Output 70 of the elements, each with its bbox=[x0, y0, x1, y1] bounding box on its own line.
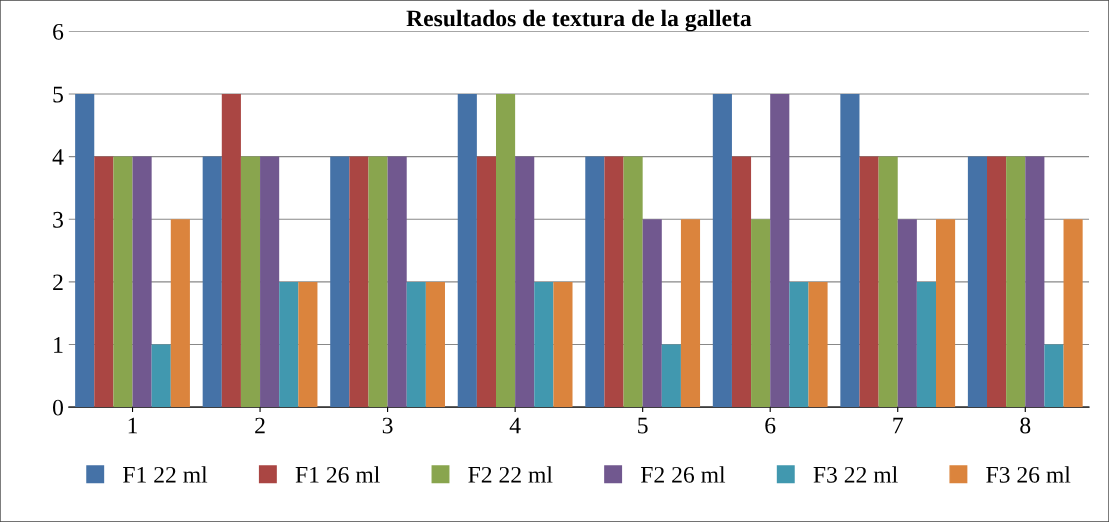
bar bbox=[623, 156, 643, 408]
bar bbox=[585, 156, 605, 408]
y-tick-label: 6 bbox=[53, 23, 64, 40]
bar bbox=[221, 93, 241, 408]
x-tick-label: 5 bbox=[638, 417, 648, 434]
y-tick-label: 5 bbox=[53, 86, 63, 103]
bar bbox=[642, 219, 662, 408]
bar bbox=[897, 219, 917, 408]
bar bbox=[1063, 219, 1083, 408]
bar bbox=[202, 156, 222, 408]
chart-title: Resultados de textura de la galleta bbox=[406, 9, 752, 32]
bar bbox=[515, 156, 535, 408]
x-tick-label: 1 bbox=[128, 417, 138, 434]
bar bbox=[457, 93, 477, 408]
y-tick-label: 3 bbox=[53, 211, 63, 228]
bar bbox=[936, 219, 956, 408]
bar bbox=[260, 156, 280, 408]
bar bbox=[604, 156, 624, 408]
bar bbox=[916, 281, 936, 408]
bar bbox=[987, 156, 1007, 408]
bar bbox=[406, 281, 426, 408]
bar bbox=[967, 156, 988, 408]
bar bbox=[534, 281, 554, 408]
bar bbox=[476, 156, 496, 408]
x-tick-label: 2 bbox=[255, 417, 265, 434]
bar bbox=[859, 156, 879, 408]
bar bbox=[840, 93, 860, 408]
legend-label: F2 22 ml bbox=[468, 466, 553, 483]
x-tick-label: 3 bbox=[382, 417, 393, 434]
x-tick-label: 8 bbox=[1020, 417, 1031, 434]
bar bbox=[1044, 344, 1064, 408]
legend-label: F1 22 ml bbox=[123, 466, 208, 483]
bar bbox=[330, 156, 350, 408]
bar bbox=[349, 156, 369, 408]
bar bbox=[240, 156, 261, 408]
bar bbox=[496, 93, 516, 408]
bar bbox=[75, 93, 95, 408]
bar bbox=[1006, 156, 1026, 408]
bar bbox=[1025, 156, 1045, 408]
y-tick-label: 0 bbox=[52, 399, 63, 416]
x-tick-label: 7 bbox=[893, 417, 903, 434]
bar bbox=[751, 219, 771, 408]
bar bbox=[712, 93, 732, 408]
bar bbox=[553, 281, 573, 408]
bar bbox=[170, 219, 190, 408]
bar bbox=[151, 344, 171, 408]
y-tick-label: 1 bbox=[54, 337, 63, 353]
y-tick-label: 4 bbox=[52, 149, 64, 165]
bar bbox=[661, 344, 681, 408]
bar bbox=[878, 156, 898, 408]
legend-label: F3 26 ml bbox=[986, 466, 1071, 483]
legend-label: F2 26 ml bbox=[640, 466, 726, 483]
bar bbox=[770, 93, 790, 408]
bar bbox=[680, 219, 701, 408]
legend-label: F3 22 ml bbox=[813, 466, 898, 483]
bar bbox=[731, 156, 752, 408]
legend-label: F1 26 ml bbox=[295, 466, 380, 483]
bar bbox=[279, 281, 299, 408]
x-tick-label: 4 bbox=[509, 417, 521, 434]
bar bbox=[132, 156, 152, 408]
bar bbox=[94, 156, 114, 408]
bar bbox=[789, 281, 809, 408]
bar bbox=[387, 156, 407, 408]
bar bbox=[368, 156, 388, 408]
bar bbox=[113, 156, 133, 408]
x-tick-label: 6 bbox=[765, 417, 776, 434]
bar bbox=[425, 281, 445, 408]
bar bbox=[298, 281, 318, 408]
y-tick-label: 2 bbox=[53, 274, 63, 291]
bar bbox=[808, 281, 828, 408]
